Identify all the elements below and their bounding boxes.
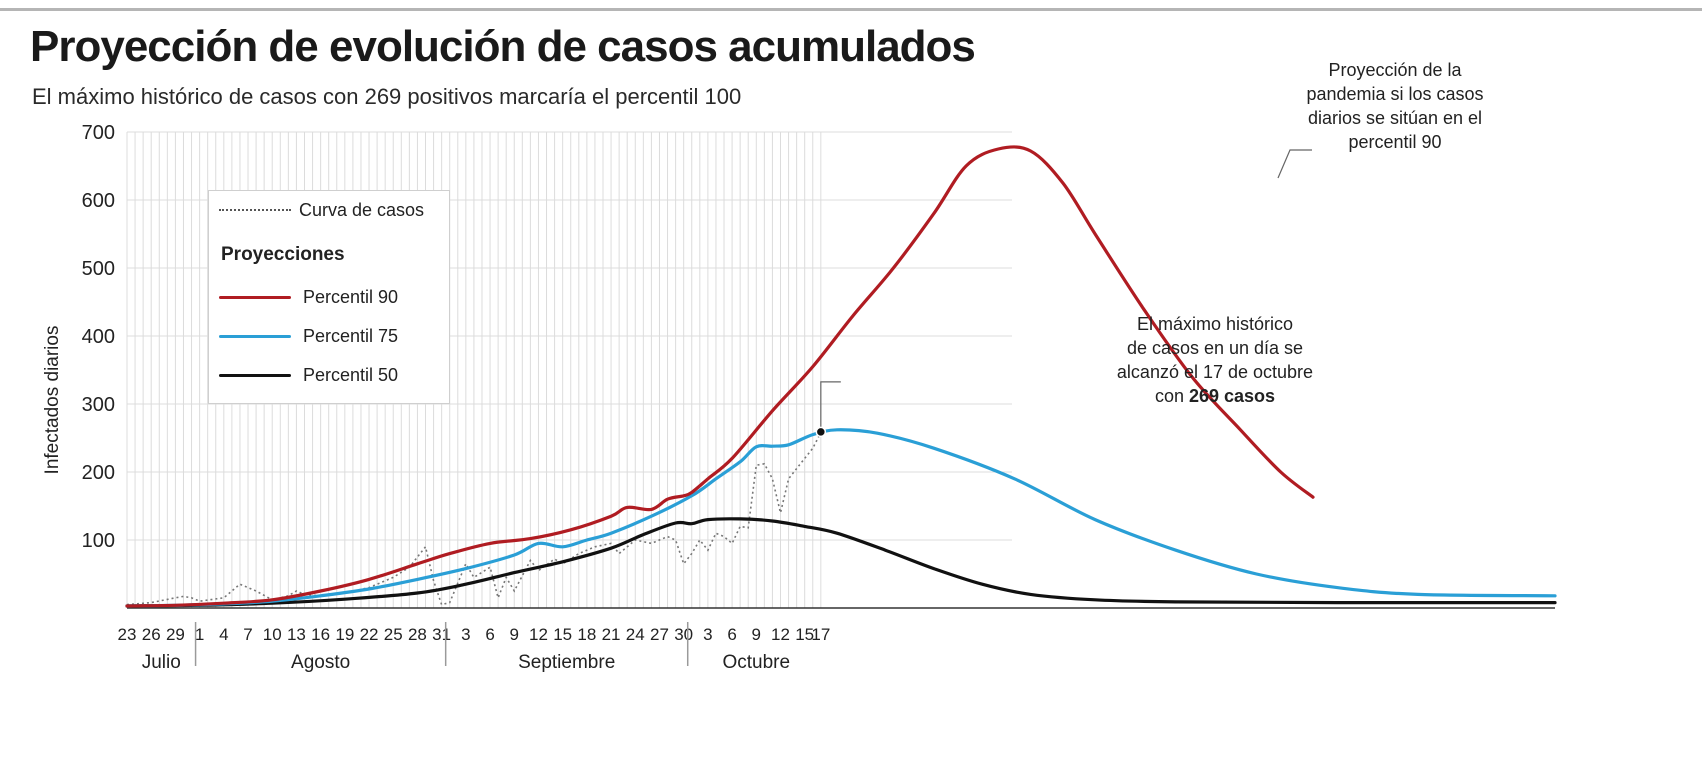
y-tick-label: 500 — [82, 258, 115, 280]
y-tick-label: 200 — [82, 462, 115, 484]
x-tick-label: 9 — [752, 625, 761, 644]
x-tick-label: 18 — [577, 625, 596, 644]
p90-note-line: pandemia si los casos — [1306, 84, 1484, 104]
y-tick-label: 100 — [82, 530, 115, 552]
legend-item-p90: Percentil 90 — [219, 284, 398, 310]
legend-label-cases: Curva de casos — [299, 199, 425, 220]
series-line-p90 — [125, 145, 1315, 608]
max-leader-line — [820, 381, 841, 432]
max-note-line-last: con 269 casos — [1085, 384, 1345, 408]
x-tick-label: 29 — [166, 625, 185, 644]
x-tick-label: 15 — [795, 625, 814, 644]
legend-item-cases: Curva de casos — [219, 197, 424, 223]
x-tick-label: 6 — [727, 625, 736, 644]
chart-subtitle: El máximo histórico de casos con 269 pos… — [32, 84, 742, 109]
x-tick-label: 3 — [461, 625, 470, 644]
x-tick-label: 13 — [287, 625, 306, 644]
x-tick-label: 7 — [243, 625, 252, 644]
y-axis-title: Infectados diarios — [42, 326, 63, 475]
max-note-prefix: con — [1154, 386, 1184, 406]
p90-leader-line — [1277, 149, 1312, 179]
p90-note-line: Proyección de la — [1328, 60, 1462, 80]
max-note-line: El máximo histórico — [1136, 314, 1294, 334]
legend-swatch-cases — [219, 209, 291, 211]
chart-marks — [815, 149, 1312, 438]
month-label: Septiembre — [518, 652, 615, 673]
legend-heading: Proyecciones — [221, 244, 345, 265]
x-tick-label: 28 — [408, 625, 427, 644]
x-tick-label: 1 — [195, 625, 204, 644]
x-tick-label: 17 — [811, 625, 830, 644]
legend-swatch-p50 — [219, 373, 291, 377]
top-rule — [0, 8, 1702, 11]
x-tick-label: 9 — [510, 625, 519, 644]
x-tick-label: 21 — [602, 625, 621, 644]
max-note-line: de casos en un día se — [1126, 338, 1304, 358]
month-label: Octubre — [722, 652, 790, 673]
x-axis: 23 26 29 1 4 7 10 13 16 19 22 25 28 31 3 6 9 12 15 18 21 24 27… — [118, 607, 1555, 673]
month-label: Julio — [142, 652, 181, 673]
legend-item-p75: Percentil 75 — [219, 323, 398, 349]
legend-item-p50: Percentil 50 — [219, 362, 398, 388]
x-tick-label: 3 — [703, 625, 712, 644]
legend-swatch-p75 — [219, 334, 291, 338]
p90-note-line: diarios se sitúan en el — [1307, 108, 1483, 128]
x-tick-label: 4 — [219, 625, 228, 644]
x-tick-label: 10 — [263, 625, 282, 644]
x-tick-label: 31 — [432, 625, 451, 644]
chart-title: Proyección de evolución de casos acumula… — [30, 22, 976, 71]
max-annotation: El máximo histórico de casos en un día s… — [1085, 312, 1345, 408]
x-tick-label: 25 — [384, 625, 403, 644]
legend-label-p75: Percentil 75 — [303, 325, 399, 346]
x-tick-label: 15 — [553, 625, 572, 644]
y-tick-label: 400 — [82, 326, 115, 348]
month-label: Agosto — [291, 652, 350, 673]
x-tick-label: 26 — [142, 625, 161, 644]
x-tick-label: 27 — [650, 625, 669, 644]
series-line-p50 — [125, 517, 1557, 608]
y-tick-label: 700 — [82, 122, 115, 144]
legend-label-p90: Percentil 90 — [303, 286, 399, 307]
legend: Curva de casos Proyecciones Percentil 90… — [208, 190, 450, 404]
x-tick-label: 16 — [311, 625, 330, 644]
series-line-p75 — [125, 428, 1557, 608]
x-tick-label: 12 — [529, 625, 548, 644]
x-tick-label: 30 — [674, 625, 693, 644]
p90-annotation: Proyección de la pandemia si los casos d… — [1270, 58, 1520, 154]
x-tick-label: 12 — [771, 625, 790, 644]
legend-label-p50: Percentil 50 — [303, 364, 399, 385]
x-tick-label: 19 — [335, 625, 354, 644]
p90-note-line: percentil 90 — [1348, 132, 1442, 152]
y-axis: 100 200 300 400 500 600 700 Infectados diarios — [42, 122, 115, 552]
y-tick-label: 300 — [82, 394, 115, 416]
x-tick-label: 22 — [360, 625, 379, 644]
max-case-point — [815, 426, 827, 438]
legend-swatch-p90 — [219, 295, 291, 299]
max-note-bold: 269 casos — [1188, 386, 1276, 406]
series-lines — [125, 145, 1557, 608]
x-tick-label: 6 — [485, 625, 494, 644]
y-tick-label: 600 — [82, 190, 115, 212]
x-tick-label: 23 — [118, 625, 137, 644]
max-note-line: alcanzó el 17 de octubre — [1116, 362, 1314, 382]
x-tick-label: 24 — [626, 625, 645, 644]
